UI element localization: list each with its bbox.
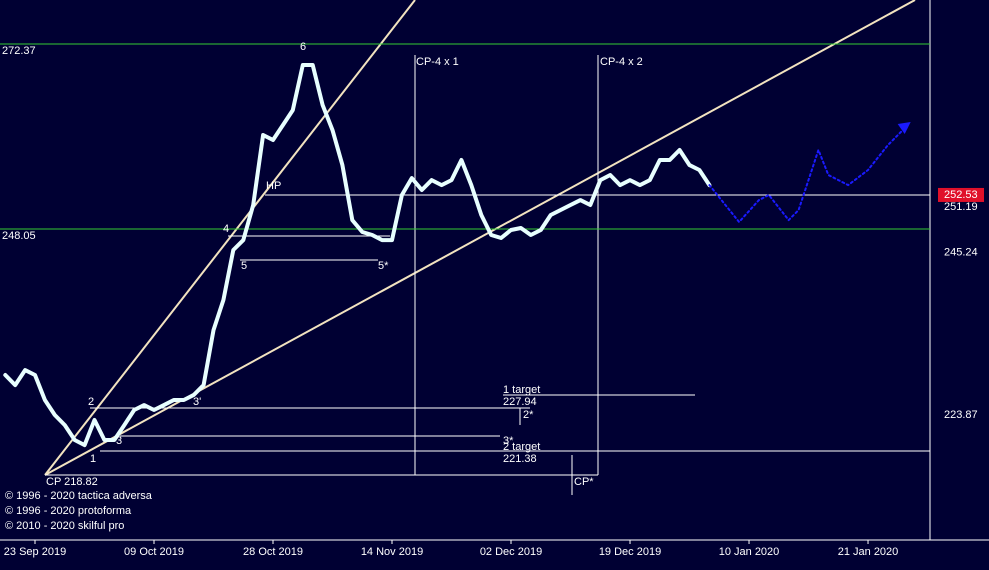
annotation: 2 [88, 396, 94, 408]
x-tick-label: 21 Jan 2020 [838, 546, 899, 558]
annotation: 1 target [503, 384, 540, 396]
annotation: 5 [241, 260, 247, 272]
annotation: CP-4 x 1 [416, 56, 459, 68]
x-tick-label: 09 Oct 2019 [124, 546, 184, 558]
annotation: 5* [378, 260, 389, 272]
level-label: 248.05 [2, 230, 36, 242]
annotation: 227.94 [503, 396, 537, 408]
level-label: 245.24 [944, 246, 978, 258]
series-line [3, 63, 712, 448]
annotation: CP-4 x 2 [600, 56, 643, 68]
level-label: 272.37 [2, 45, 36, 57]
level-label: 251.19 [944, 201, 978, 213]
credit: © 1996 - 2020 tactica adversa [5, 490, 153, 502]
annotation: HP [266, 180, 281, 192]
credit: © 2010 - 2020 skilful pro [5, 520, 124, 532]
annotation: CP* [574, 476, 594, 488]
annotation: 3' [193, 396, 201, 408]
annotation: 3 [116, 435, 122, 447]
x-tick-label: 28 Oct 2019 [243, 546, 303, 558]
annotation: CP 218.82 [46, 476, 98, 488]
series-line [708, 124, 909, 223]
annotation: 4 [223, 223, 229, 235]
annotation: 2* [523, 409, 534, 421]
credit: © 1996 - 2020 protoforma [5, 505, 132, 517]
annotation: 3* [503, 435, 514, 447]
x-tick-label: 23 Sep 2019 [4, 546, 66, 558]
x-tick-label: 10 Jan 2020 [719, 546, 780, 558]
level-label: 223.87 [944, 409, 978, 421]
level-highlight [938, 187, 984, 202]
x-tick-label: 02 Dec 2019 [480, 546, 542, 558]
annotation: 6 [300, 41, 306, 53]
annotation: 2 target [503, 441, 540, 453]
annotation: 1 [90, 453, 96, 465]
level-label: 252.53 [944, 189, 978, 201]
arrow-head [897, 122, 911, 135]
trend-line [44, 0, 416, 476]
x-tick-label: 19 Dec 2019 [599, 546, 661, 558]
annotation: 221.38 [503, 453, 537, 465]
x-tick-label: 14 Nov 2019 [361, 546, 423, 558]
